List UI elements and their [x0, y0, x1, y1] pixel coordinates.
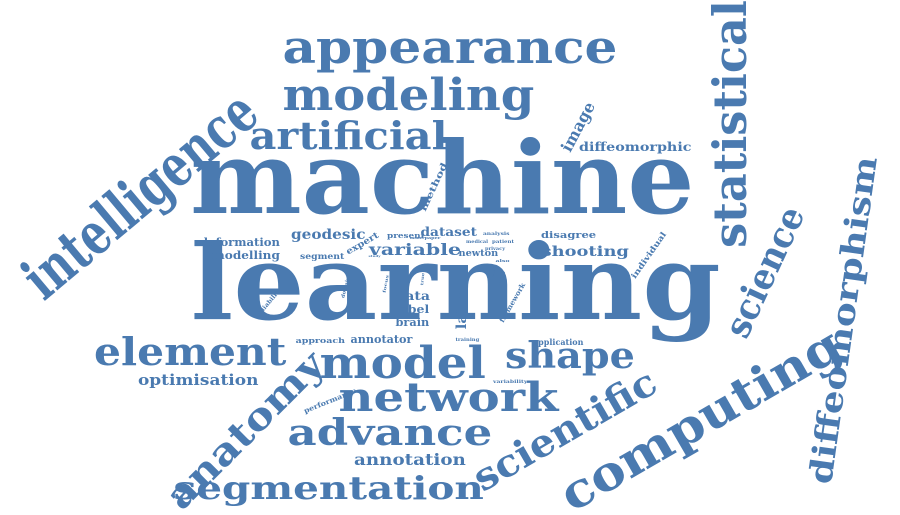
word-medical: medical: [466, 238, 489, 245]
word-dataset: dataset: [419, 225, 477, 239]
word-approach: approach: [295, 335, 345, 345]
word-annotator: annotator: [350, 332, 412, 346]
word-variable: variable: [368, 240, 461, 259]
word-also: also: [494, 258, 510, 263]
word-geodesic: geodesic: [290, 227, 366, 243]
word-segmentation: segmentation: [172, 469, 484, 507]
word-appearance: appearance: [282, 20, 618, 74]
word-data: data: [394, 289, 430, 303]
word-application: application: [533, 337, 584, 347]
word-learning: learning: [190, 221, 721, 344]
word-segment: segment: [299, 251, 345, 261]
word-optimisation: optimisation: [137, 370, 259, 389]
word-element: element: [94, 329, 287, 374]
word-variability: variability: [492, 378, 528, 385]
word-latent: latent: [454, 280, 471, 330]
word-annotation: annotation: [354, 450, 466, 469]
word-shape: shape: [504, 335, 635, 377]
word-privacy: privacy: [485, 245, 506, 252]
word-present: present: [387, 230, 425, 240]
word-model: model: [319, 338, 486, 389]
word-study: study: [367, 253, 381, 258]
word-machine: machine: [189, 119, 694, 237]
word-analysis: analysis: [482, 230, 510, 237]
word-patient: patient: [491, 238, 515, 245]
word-true: true: [418, 272, 425, 286]
word-network: network: [338, 374, 558, 421]
word-advance: advance: [287, 412, 493, 454]
word-newton: newton: [458, 248, 498, 259]
word-deformation: deformation: [199, 235, 280, 249]
word-statistical: statistical: [702, 0, 757, 248]
word-shooting: shooting: [541, 244, 629, 260]
word-label: label: [394, 302, 430, 316]
word-paper: paper: [424, 235, 440, 240]
word-model-small: model: [410, 235, 424, 240]
word-modelling: modelling: [211, 248, 280, 262]
word-disagree: disagree: [540, 230, 596, 241]
word-artificial: artificial: [248, 113, 447, 158]
word-diffeomorphic: diffeomorphic: [578, 140, 692, 154]
word-brain: brain: [395, 315, 429, 329]
word-modeling: modeling: [281, 70, 534, 121]
word-training: training: [455, 336, 479, 343]
